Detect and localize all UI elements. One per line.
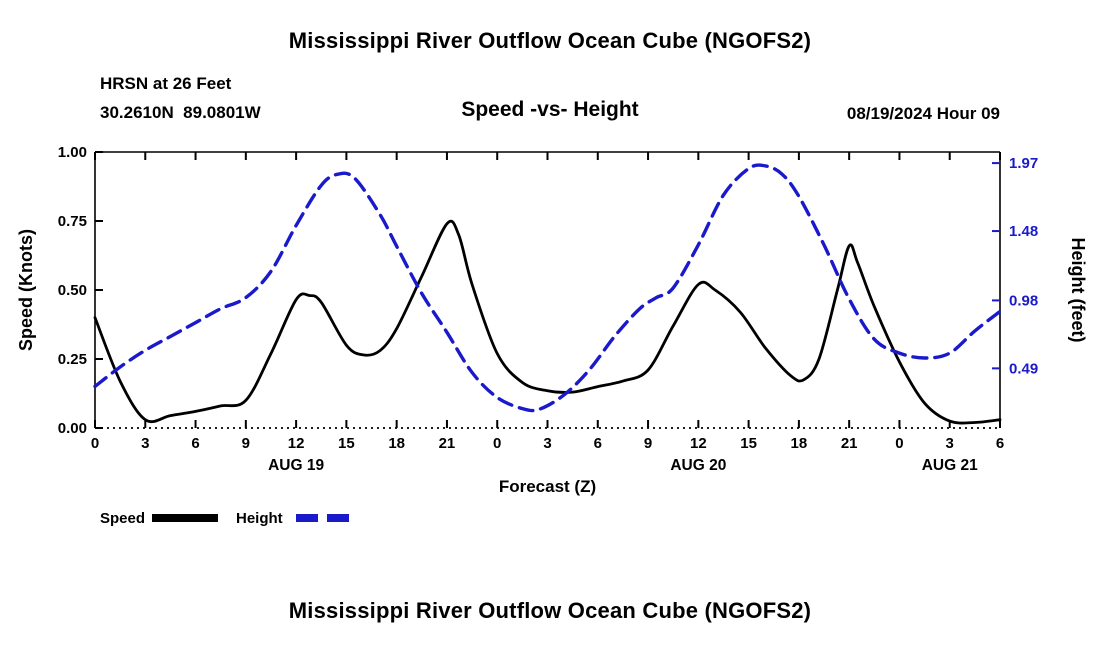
x-axis-title: Forecast (Z) [499, 477, 596, 496]
svg-text:15: 15 [740, 435, 757, 452]
svg-text:1.97: 1.97 [1009, 155, 1038, 172]
plot-frame [94, 151, 1001, 429]
svg-text:21: 21 [439, 435, 456, 452]
speed-series-line [93, 219, 1002, 425]
svg-text:0: 0 [493, 435, 501, 452]
right-axis-title: Height (feet) [1068, 238, 1088, 343]
station-name: HRSN at 26 Feet [100, 74, 232, 93]
forecast-datetime: 08/19/2024 Hour 09 [846, 104, 1000, 123]
svg-text:3: 3 [141, 435, 149, 452]
svg-text:6: 6 [996, 435, 1004, 452]
svg-text:9: 9 [242, 435, 250, 452]
svg-text:21: 21 [841, 435, 858, 452]
svg-text:18: 18 [388, 435, 405, 452]
height-series-line [93, 163, 1002, 413]
svg-text:0.49: 0.49 [1009, 360, 1038, 377]
svg-text:6: 6 [594, 435, 602, 452]
svg-text:18: 18 [791, 435, 808, 452]
left-axis-ticks [95, 151, 103, 429]
svg-text:3: 3 [946, 435, 954, 452]
left-axis-title: Speed (Knots) [16, 229, 36, 351]
svg-text:12: 12 [690, 435, 707, 452]
svg-text:3: 3 [543, 435, 551, 452]
svg-text:0: 0 [895, 435, 903, 452]
svg-text:9: 9 [644, 435, 652, 452]
x-tick-labels: 0 3 6 9 12 15 18 21 0 3 6 9 12 15 18 21 0 3 6 [91, 435, 1004, 452]
svg-text:6: 6 [191, 435, 199, 452]
svg-text:0.50: 0.50 [58, 282, 87, 299]
svg-text:Height (feet): Height (feet) [1068, 238, 1088, 343]
svg-text:0.00: 0.00 [58, 420, 87, 437]
svg-text:AUG 19: AUG 19 [268, 457, 324, 474]
svg-text:1.00: 1.00 [58, 144, 87, 161]
svg-text:0: 0 [91, 435, 99, 452]
station-coordinates: 30.2610N 89.0801W [100, 103, 261, 122]
svg-text:12: 12 [288, 435, 305, 452]
left-tick-labels: 0.00 0.25 0.50 0.75 1.00 [58, 144, 87, 437]
svg-text:AUG 20: AUG 20 [670, 457, 726, 474]
plot-subtitle: Speed -vs- Height [461, 98, 639, 121]
svg-text:0.75: 0.75 [58, 213, 87, 230]
svg-text:0.98: 0.98 [1009, 292, 1038, 309]
right-axis-ticks [992, 162, 1000, 370]
chart-title-bottom: Mississippi River Outflow Ocean Cube (NG… [288, 598, 812, 623]
date-labels: AUG 19 AUG 20 AUG 21 [268, 457, 978, 474]
x-axis-ticks [94, 152, 1001, 428]
svg-text:0.25: 0.25 [58, 351, 87, 368]
legend-label-speed: Speed [100, 510, 145, 527]
svg-text:1.48: 1.48 [1009, 223, 1038, 240]
legend: Speed Height [100, 510, 352, 527]
chart-title-top: Mississippi River Outflow Ocean Cube (NG… [288, 28, 812, 53]
svg-text:AUG 21: AUG 21 [922, 457, 978, 474]
svg-text:Speed (Knots): Speed (Knots) [16, 229, 36, 351]
legend-label-height: Height [236, 510, 283, 527]
svg-text:Forecast (Z): Forecast (Z) [499, 477, 596, 496]
right-tick-labels: 0.49 0.98 1.48 1.97 [1009, 155, 1038, 377]
svg-text:15: 15 [338, 435, 355, 452]
